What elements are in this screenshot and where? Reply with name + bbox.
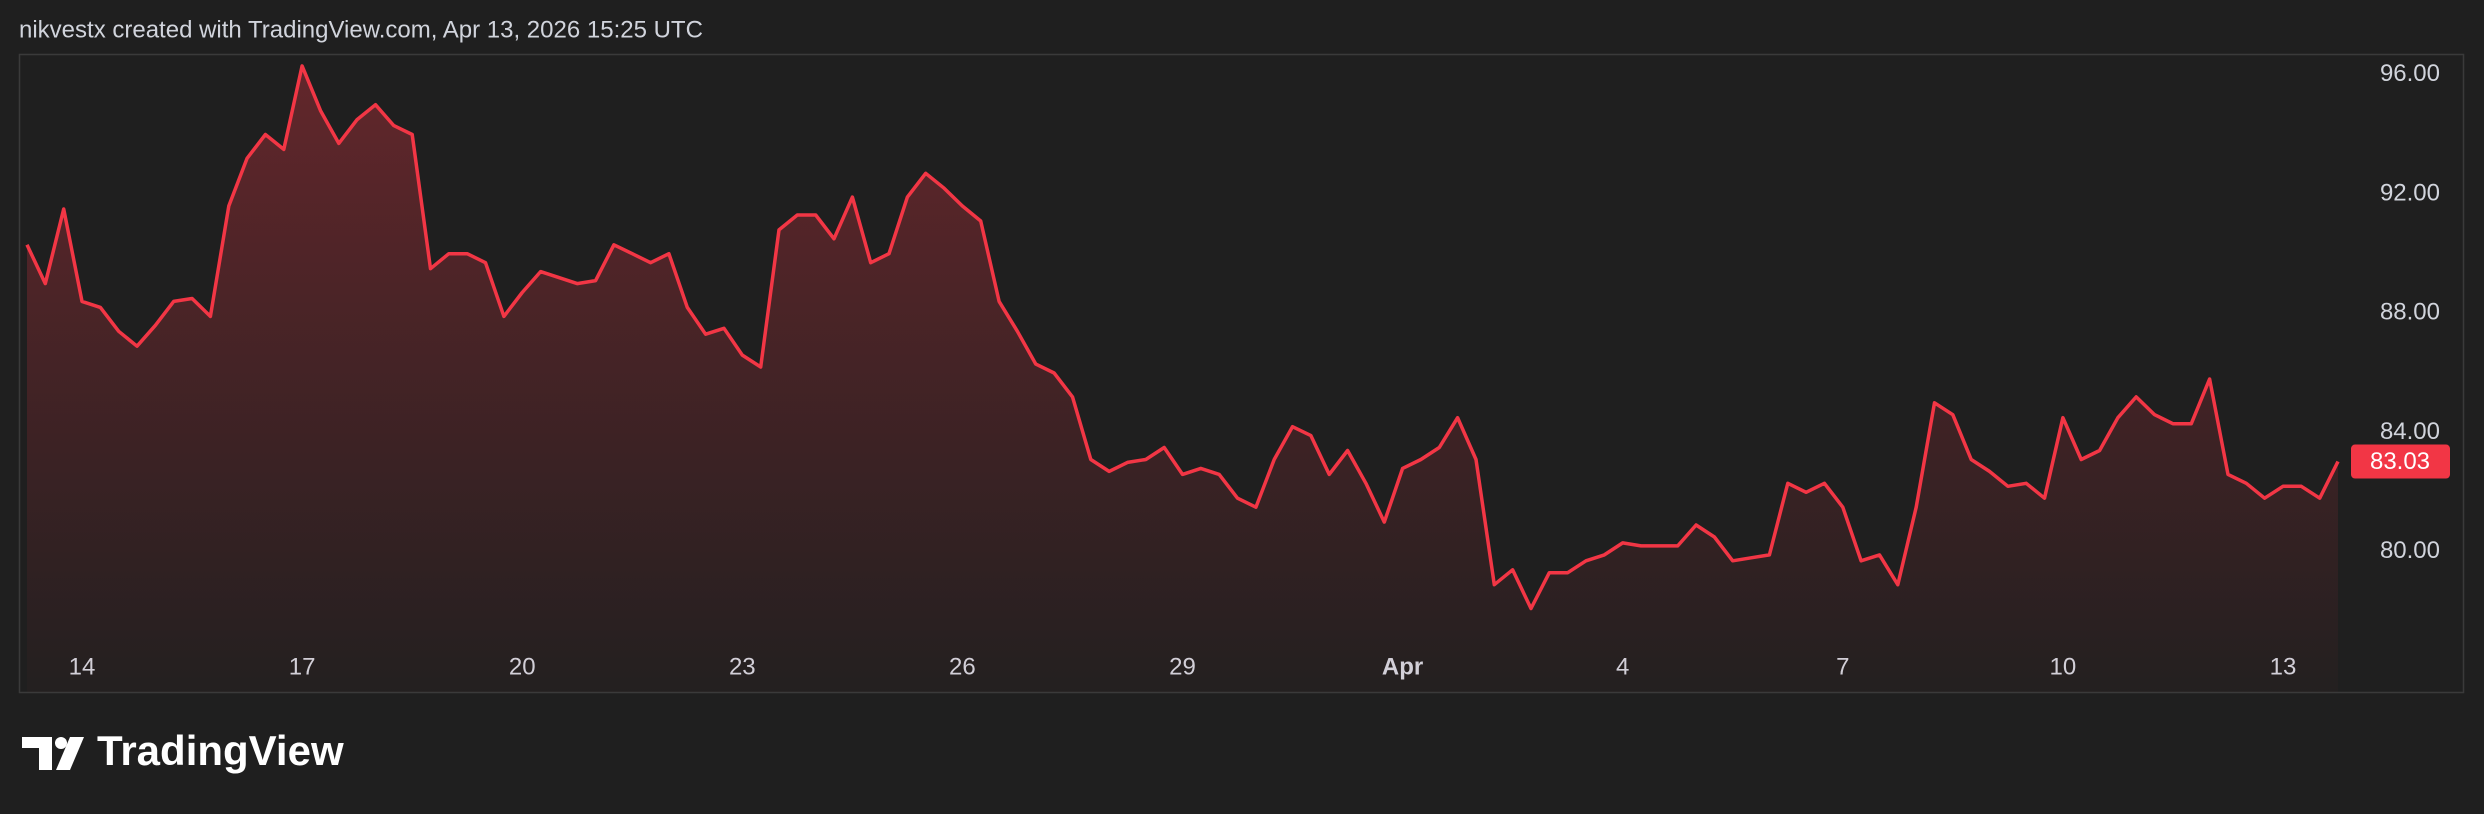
logo-text: TradingView xyxy=(97,727,344,774)
logo-slash xyxy=(56,737,84,770)
header-text: nikvestx created with TradingView.com, A… xyxy=(19,16,703,43)
price-line xyxy=(25,64,2340,611)
logo-mark xyxy=(22,737,52,770)
plot: 80.0084.0088.0092.0096.00141720232629Apr… xyxy=(25,60,2450,692)
chart-frame xyxy=(18,53,2465,694)
y-tick-label: 88.00 xyxy=(2380,299,2440,326)
y-tick-label: 96.00 xyxy=(2380,60,2440,87)
y-tick-label: 80.00 xyxy=(2380,537,2440,564)
area-fill xyxy=(27,65,2338,692)
logo: TradingView xyxy=(22,727,344,774)
logo-dot xyxy=(55,737,67,749)
last-price-box xyxy=(2351,444,2450,479)
y-tick-label: 92.00 xyxy=(2380,179,2440,206)
last-price-label: 83.03 xyxy=(2370,448,2430,475)
y-tick-label: 84.00 xyxy=(2380,418,2440,445)
